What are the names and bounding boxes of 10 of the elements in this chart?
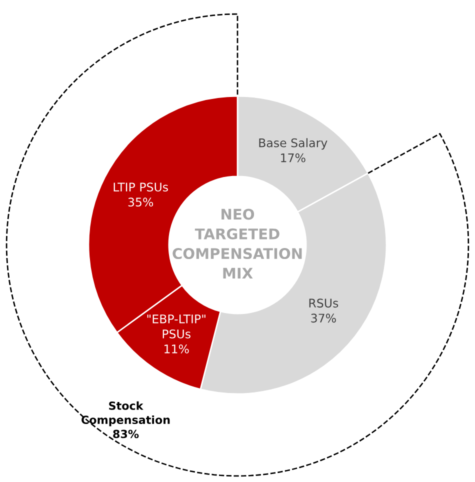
data-label: 35% bbox=[128, 198, 154, 207]
slice-label: LTIP PSUs bbox=[114, 182, 168, 192]
text: NEO TARGETED COMPENSATION MIX bbox=[172, 208, 302, 279]
slice-label: RSUs bbox=[309, 298, 338, 308]
data-label: 37% bbox=[311, 314, 336, 323]
slice-label: Base Salary bbox=[259, 138, 328, 150]
slice-label: "EBP-LTIP" PSUs bbox=[147, 314, 206, 338]
data-label: 17% bbox=[281, 153, 306, 162]
data-label: 11% bbox=[164, 344, 189, 354]
text: Stock Compensation 83% bbox=[82, 401, 170, 438]
